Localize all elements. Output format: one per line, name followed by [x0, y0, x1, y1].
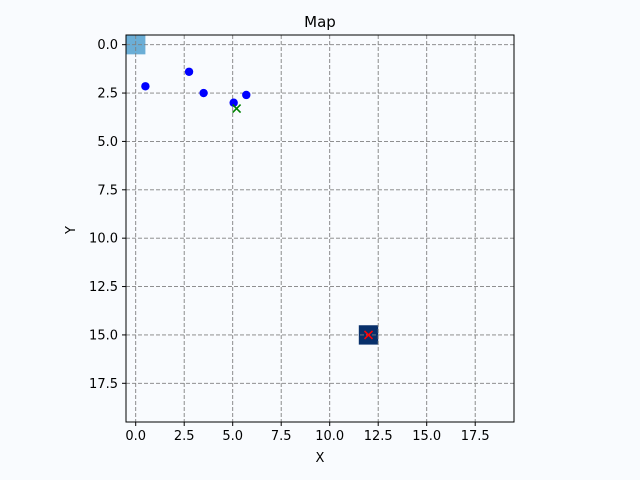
- x-tick-label: 0.0: [125, 429, 146, 444]
- y-tick-label: 12.5: [89, 280, 118, 295]
- plot-frame: [125, 34, 515, 423]
- x-marker: [232, 103, 242, 114]
- data-point: [199, 88, 208, 98]
- data-point: [184, 67, 194, 76]
- y-tick-label: 7.5: [97, 183, 118, 198]
- x-tick-label: 7.5: [271, 429, 292, 444]
- y-tick-label: 15.0: [89, 328, 118, 343]
- y-tick-label: 17.5: [89, 377, 118, 392]
- data-point: [229, 98, 238, 107]
- x-tick-label: 10.0: [315, 429, 344, 444]
- data-point: [141, 82, 150, 91]
- x-tick-label: 2.5: [174, 429, 195, 444]
- chart-title: Map: [304, 13, 336, 31]
- data-point: [242, 90, 251, 100]
- x-tick-label: 15.0: [412, 429, 441, 444]
- y-tick-label: 2.5: [97, 87, 118, 102]
- y-tick-label: 10.0: [89, 232, 118, 247]
- x-tick-label: 5.0: [222, 429, 243, 444]
- x-marker: [363, 330, 374, 340]
- y-tick-label: 0.0: [97, 38, 118, 53]
- plot-background: [126, 35, 514, 422]
- x-tick-label: 12.5: [364, 429, 393, 444]
- x-tick-label: 17.5: [461, 429, 490, 444]
- y-tick-label: 5.0: [97, 135, 118, 150]
- plot-area: 0.0 2.5 5.0 7.5 10.0 12.5 15.0 17.5 0.0 2.5 5.0 7.5…: [89, 34, 515, 444]
- x-axis-label: X: [316, 451, 325, 466]
- y-axis-label: Y: [64, 226, 79, 235]
